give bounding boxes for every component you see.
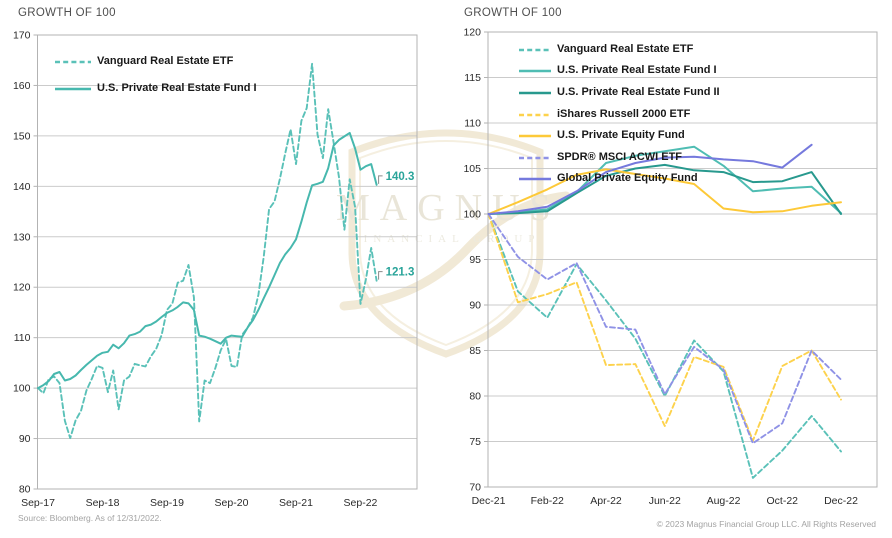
solid-line-swatch-icon bbox=[519, 126, 551, 144]
solid-line-swatch-icon bbox=[519, 83, 551, 101]
svg-text:Aug-22: Aug-22 bbox=[707, 495, 741, 507]
svg-text:160: 160 bbox=[13, 80, 31, 92]
svg-text:90: 90 bbox=[19, 433, 31, 445]
solid-line-swatch-icon bbox=[519, 61, 551, 79]
svg-text:85: 85 bbox=[469, 345, 481, 357]
legend-item: U.S. Private Real Estate Fund II bbox=[519, 81, 720, 103]
copyright-note: © 2023 Magnus Financial Group LLC. All R… bbox=[656, 519, 876, 529]
legend-item: U.S. Private Equity Fund bbox=[519, 124, 720, 146]
svg-text:75: 75 bbox=[469, 436, 481, 448]
left-chart-legend: Vanguard Real Estate ETF U.S. Private Rea… bbox=[55, 47, 257, 101]
legend-label: Vanguard Real Estate ETF bbox=[97, 54, 234, 67]
svg-text:100: 100 bbox=[463, 209, 481, 221]
legend-label: Vanguard Real Estate ETF bbox=[557, 42, 694, 55]
svg-text:130: 130 bbox=[13, 231, 31, 243]
svg-text:Sep-18: Sep-18 bbox=[86, 497, 120, 509]
dashed-line-swatch-icon bbox=[519, 105, 551, 123]
svg-text:150: 150 bbox=[13, 130, 31, 142]
legend-label: iShares Russell 2000 ETF bbox=[557, 107, 691, 120]
legend-item: Vanguard Real Estate ETF bbox=[55, 47, 257, 74]
svg-text:120: 120 bbox=[463, 27, 481, 39]
source-note: Source: Bloomberg. As of 12/31/2022. bbox=[18, 513, 162, 523]
legend-label: Global Private Equity Fund bbox=[557, 172, 698, 185]
svg-text:170: 170 bbox=[13, 30, 31, 42]
svg-text:80: 80 bbox=[19, 484, 31, 496]
svg-text:70: 70 bbox=[469, 482, 481, 494]
legend-item: U.S. Private Real Estate Fund I bbox=[55, 74, 257, 101]
legend-label: U.S. Private Real Estate Fund I bbox=[557, 64, 717, 77]
svg-text:Apr-22: Apr-22 bbox=[590, 495, 622, 507]
svg-text:121.3: 121.3 bbox=[386, 267, 415, 279]
left-chart-title: GROWTH OF 100 bbox=[18, 7, 116, 19]
svg-text:140.3: 140.3 bbox=[386, 171, 415, 183]
svg-text:Oct-22: Oct-22 bbox=[766, 495, 798, 507]
right-chart-legend: Vanguard Real Estate ETF U.S. Private Rea… bbox=[519, 38, 720, 189]
dashed-line-swatch-icon bbox=[519, 148, 551, 166]
legend-label: U.S. Private Equity Fund bbox=[557, 129, 685, 142]
svg-text:Sep-17: Sep-17 bbox=[21, 497, 55, 509]
svg-text:90: 90 bbox=[469, 300, 481, 312]
svg-text:100: 100 bbox=[13, 383, 31, 395]
legend-item: SPDR® MSCI ACWI ETF bbox=[519, 146, 720, 168]
legend-item: U.S. Private Real Estate Fund I bbox=[519, 60, 720, 82]
svg-text:Dec-22: Dec-22 bbox=[824, 495, 858, 507]
svg-text:Sep-19: Sep-19 bbox=[150, 497, 184, 509]
svg-text:Dec-21: Dec-21 bbox=[472, 495, 506, 507]
svg-text:Sep-21: Sep-21 bbox=[279, 497, 313, 509]
svg-text:110: 110 bbox=[14, 332, 31, 344]
svg-text:Sep-22: Sep-22 bbox=[344, 497, 378, 509]
dashed-line-swatch-icon bbox=[55, 52, 91, 70]
solid-line-swatch-icon bbox=[519, 169, 551, 187]
legend-label: U.S. Private Real Estate Fund I bbox=[97, 81, 257, 94]
legend-item: Vanguard Real Estate ETF bbox=[519, 38, 720, 60]
watermark-subtitle: FINANCIAL GROUP bbox=[351, 233, 541, 245]
svg-text:Sep-20: Sep-20 bbox=[215, 497, 249, 509]
svg-text:95: 95 bbox=[469, 254, 481, 266]
watermark-name: MAGNUS bbox=[336, 187, 561, 229]
legend-label: SPDR® MSCI ACWI ETF bbox=[557, 150, 683, 163]
svg-text:105: 105 bbox=[463, 163, 481, 175]
right-chart-title: GROWTH OF 100 bbox=[464, 7, 562, 19]
legend-item: Global Private Equity Fund bbox=[519, 168, 720, 190]
legend-label: U.S. Private Real Estate Fund II bbox=[557, 85, 720, 98]
svg-text:110: 110 bbox=[464, 118, 481, 130]
svg-text:115: 115 bbox=[464, 72, 481, 84]
svg-text:120: 120 bbox=[13, 282, 31, 294]
legend-item: iShares Russell 2000 ETF bbox=[519, 103, 720, 125]
svg-text:Feb-22: Feb-22 bbox=[531, 495, 564, 507]
solid-line-swatch-icon bbox=[55, 79, 91, 97]
svg-text:80: 80 bbox=[469, 391, 481, 403]
svg-text:140: 140 bbox=[13, 181, 31, 193]
svg-text:Jun-22: Jun-22 bbox=[649, 495, 681, 507]
dashed-line-swatch-icon bbox=[519, 40, 551, 58]
